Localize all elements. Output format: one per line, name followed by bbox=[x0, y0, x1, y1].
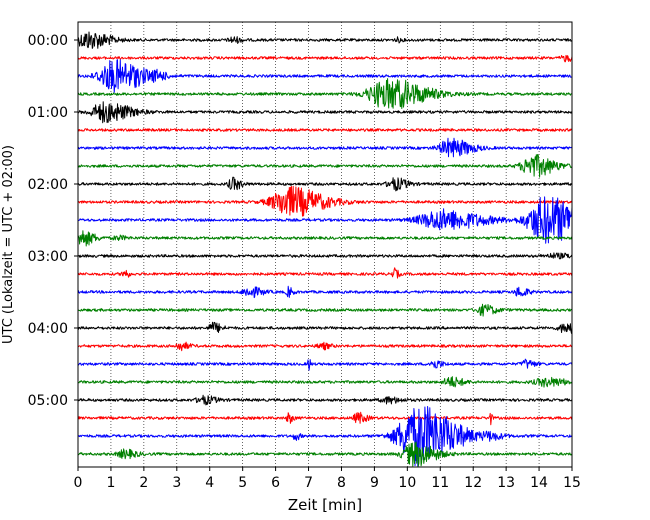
seismogram-trace bbox=[77, 196, 573, 244]
x-tick-label: 7 bbox=[304, 475, 313, 491]
seismogram-trace bbox=[77, 78, 573, 109]
seismogram-trace bbox=[77, 54, 573, 63]
y-tick-label: 04:00 bbox=[28, 321, 68, 337]
seismogram-trace bbox=[77, 303, 573, 317]
y-tick-label: 00:00 bbox=[28, 33, 68, 49]
traces bbox=[77, 31, 573, 467]
seismogram-trace bbox=[77, 394, 573, 406]
seismogram-trace bbox=[77, 411, 573, 426]
seismogram-trace bbox=[77, 252, 573, 260]
seismogram-trace bbox=[77, 376, 573, 388]
plot-frame bbox=[77, 21, 573, 468]
seismogram-trace bbox=[77, 358, 573, 371]
x-tick-label: 13 bbox=[497, 475, 515, 491]
seismogram-trace bbox=[77, 137, 573, 158]
x-tick-label: 6 bbox=[271, 475, 280, 491]
seismogram-trace bbox=[77, 441, 573, 467]
seismogram-trace bbox=[77, 128, 573, 132]
x-tick-label: 15 bbox=[563, 475, 581, 491]
seismogram-trace bbox=[77, 285, 573, 299]
x-tick-label: 10 bbox=[398, 475, 416, 491]
seismogram-trace bbox=[77, 101, 573, 124]
x-tick-label: 11 bbox=[431, 475, 449, 491]
x-tick-label: 0 bbox=[74, 475, 83, 491]
x-tick-label: 3 bbox=[172, 475, 181, 491]
y-tick-label: 03:00 bbox=[28, 249, 68, 265]
seismogram-trace bbox=[77, 185, 573, 217]
x-tick-label: 5 bbox=[238, 475, 247, 491]
y-tick-label: 01:00 bbox=[28, 105, 68, 121]
x-tick-label: 12 bbox=[464, 475, 482, 491]
x-axis-label: Zeit [min] bbox=[288, 496, 362, 514]
x-tick-label: 2 bbox=[139, 475, 148, 491]
seismogram-trace bbox=[77, 267, 573, 279]
x-tick-label: 9 bbox=[370, 475, 379, 491]
seismogram-trace bbox=[77, 406, 573, 467]
seismogram-trace bbox=[77, 154, 573, 178]
seismogram-trace bbox=[77, 176, 573, 192]
x-tick-label: 14 bbox=[530, 475, 548, 491]
axis-ticks: 0 1 2 3 4 5 6 7 8 9 10 11 12 13 14 1500:0001:0002:0003:… bbox=[28, 33, 581, 491]
seismogram-trace bbox=[77, 31, 573, 49]
gridlines bbox=[110, 22, 540, 467]
seismogram-trace bbox=[77, 341, 573, 352]
x-tick-label: 8 bbox=[337, 475, 346, 491]
y-tick-label: 05:00 bbox=[28, 393, 68, 409]
seismogram-trace bbox=[77, 230, 573, 247]
y-tick-label: 02:00 bbox=[28, 177, 68, 193]
x-tick-label: 1 bbox=[106, 475, 115, 491]
seismogram-trace bbox=[77, 59, 573, 93]
seismogram-trace bbox=[77, 321, 573, 334]
x-tick-label: 4 bbox=[205, 475, 214, 491]
y-axis-label: UTC (Lokalzeit = UTC + 02:00) bbox=[1, 145, 16, 344]
